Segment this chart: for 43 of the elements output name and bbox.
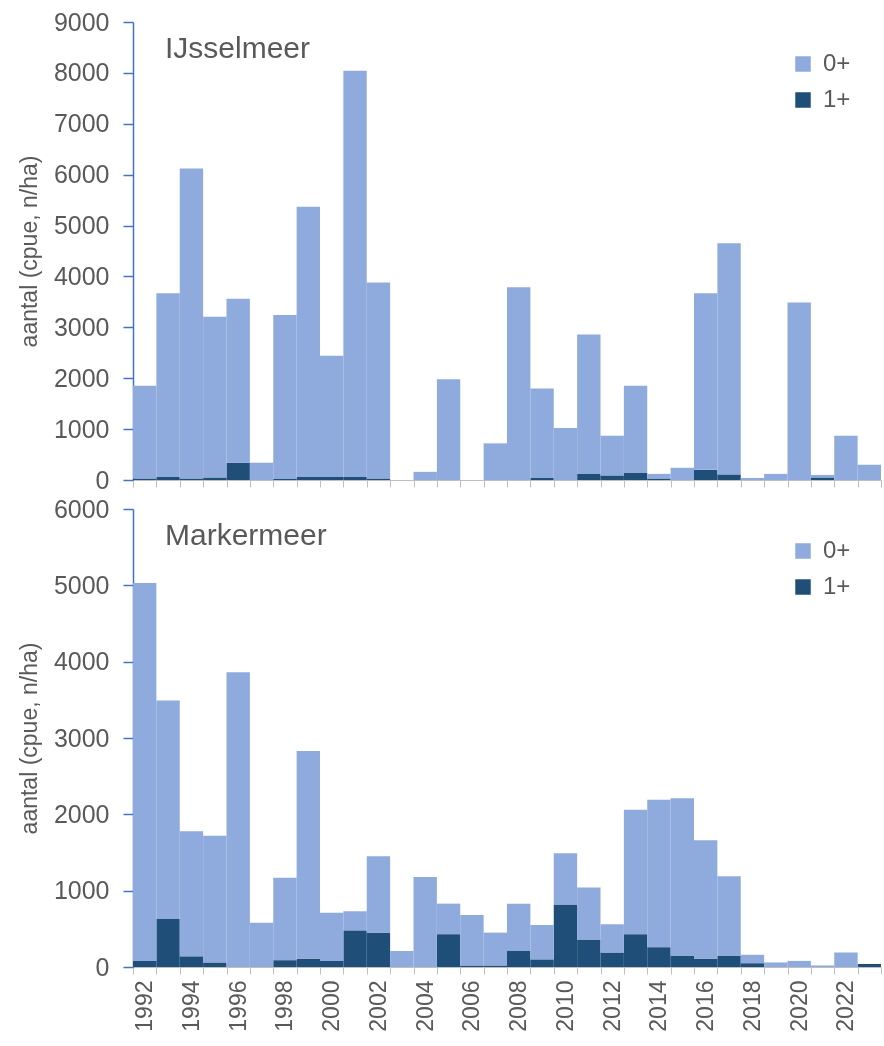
x-tick-label: 1998 xyxy=(271,980,298,1032)
y-tick-label: 5000 xyxy=(53,211,110,240)
y-tick-label: 9000 xyxy=(53,7,110,36)
legend-label: 0+ xyxy=(823,536,851,563)
x-tick-label: 2018 xyxy=(738,980,765,1032)
x-tick-label: 2012 xyxy=(598,980,625,1032)
x-tick-label: 2014 xyxy=(645,980,672,1032)
legend-label: 1+ xyxy=(823,85,851,112)
y-tick-label: 4000 xyxy=(53,647,110,676)
y-axis-title: aantal (cpue, n/ha) xyxy=(15,155,42,348)
y-tick-label: 6000 xyxy=(53,160,110,189)
bar xyxy=(857,963,881,967)
legend-label: 0+ xyxy=(823,49,851,76)
y-tick-label: 0 xyxy=(95,465,110,494)
y-tick-label: 3000 xyxy=(53,723,110,752)
y-tick-label: 3000 xyxy=(53,312,110,341)
chart-title: IJsselmeer xyxy=(165,31,311,64)
x-tick-label: 2002 xyxy=(364,980,391,1032)
y-tick-label: 6000 xyxy=(53,494,110,523)
x-tick-label: 2000 xyxy=(318,980,345,1032)
x-tick-label: 2016 xyxy=(692,980,719,1032)
y-tick-label: 8000 xyxy=(53,58,110,87)
y-tick-label: 5000 xyxy=(53,570,110,599)
x-tick-label: 2022 xyxy=(832,980,859,1032)
x-tick-label: 2010 xyxy=(551,980,578,1032)
y-tick-label: 2000 xyxy=(53,799,110,828)
y-tick-label: 2000 xyxy=(53,363,110,392)
x-tick-label: 1994 xyxy=(177,980,204,1032)
x-tick-label: 2020 xyxy=(785,980,812,1032)
x-tick-label: 1992 xyxy=(131,980,158,1032)
bar xyxy=(530,477,554,480)
chart-title: Markermeer xyxy=(165,518,327,551)
y-tick-label: 7000 xyxy=(53,109,110,138)
y-axis-title: aantal (cpue, n/ha) xyxy=(15,642,42,835)
x-tick-label: 2004 xyxy=(411,980,438,1032)
x-tick-label: 2006 xyxy=(458,980,485,1032)
y-tick-label: 0 xyxy=(95,952,110,981)
x-tick-label: 2008 xyxy=(505,980,532,1032)
y-tick-label: 1000 xyxy=(53,414,110,443)
x-tick-label: 1996 xyxy=(224,980,251,1032)
legend-label: 1+ xyxy=(823,572,851,599)
y-tick-label: 4000 xyxy=(53,261,110,290)
y-tick-label: 1000 xyxy=(53,876,110,905)
